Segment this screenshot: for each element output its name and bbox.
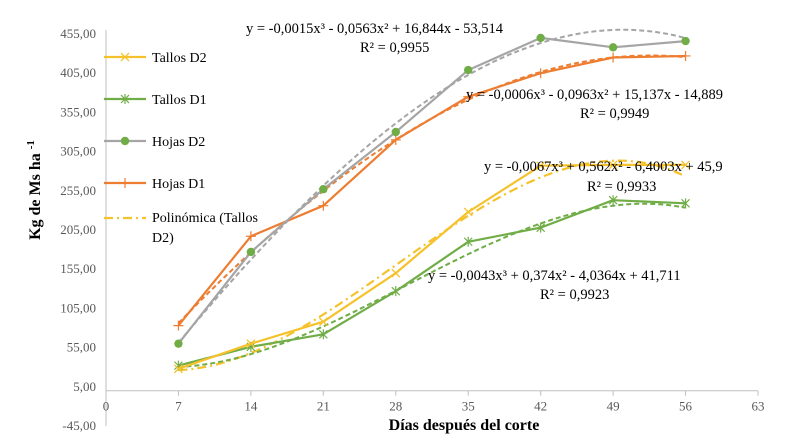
trendline-tallos-d2 xyxy=(178,159,687,372)
data-point-hojas-d1-4 xyxy=(463,91,474,102)
legend-label-polinomica-line2: D2) xyxy=(152,231,174,246)
series-line-hojas-d2 xyxy=(177,36,686,345)
y-tick-label-7: 305,00 xyxy=(60,144,96,159)
y-tick-label-5: 205,00 xyxy=(60,222,96,237)
data-point-tallos-d2-6 xyxy=(608,160,618,170)
axes xyxy=(105,30,758,426)
series-line-hojas-d1 xyxy=(177,54,686,327)
legend-label-polinomica: Polinómica (Tallos D2) xyxy=(152,211,261,246)
data-point-tallos-d2-1 xyxy=(246,339,256,349)
data-point-tallos-d1-5 xyxy=(536,222,546,233)
data-point-hojas-d1-6 xyxy=(608,52,619,63)
x-tick-label-7: 49 xyxy=(607,399,620,414)
r2-hojas-d2: R² = 0,9955 xyxy=(360,40,429,56)
y-tick-label-2: 55,00 xyxy=(67,340,96,355)
trendlines xyxy=(177,28,687,372)
data-point-hojas-d1-0 xyxy=(173,320,184,331)
data-point-tallos-d2-7 xyxy=(681,160,691,170)
data-point-hojas-d2-4 xyxy=(464,65,473,75)
legend-label-tallos-d1: Tallos D1 xyxy=(152,93,207,108)
x-tick-label-0: 0 xyxy=(103,399,110,414)
r2-tallos-d1: R² = 0,9923 xyxy=(540,287,609,303)
data-point-tallos-d2-3 xyxy=(391,268,401,278)
series-line-tallos-d1 xyxy=(178,199,686,367)
y-tick-label-6: 255,00 xyxy=(60,183,96,198)
legend-label-hojas-d1: Hojas D1 xyxy=(152,177,205,192)
y-tick-label-3: 105,00 xyxy=(60,300,96,315)
data-point-hojas-d1-3 xyxy=(390,134,401,145)
data-point-hojas-d2-2 xyxy=(319,185,328,194)
equation-tallos-d2: y = -0,0067x³ + 0,562x² - 6,4003x + 45,9 xyxy=(484,159,723,175)
y-axis-title: Kg de Ms ha -1 xyxy=(25,140,44,240)
legend-marker-hojas-d1 xyxy=(120,178,130,188)
legend-label-polinomica-line1: Polinómica (Tallos xyxy=(152,211,258,226)
equation-hojas-d1: y = -0,0006x³ - 0,0963x² + 15,137x - 14,… xyxy=(466,87,723,103)
y-tick-label-8: 355,00 xyxy=(60,104,96,119)
legend-marker-tallos-d1 xyxy=(120,94,130,104)
data-point-tallos-d1-4 xyxy=(463,236,473,247)
y-tick-label-10: 455,00 xyxy=(60,26,96,41)
data-point-hojas-d2-7 xyxy=(681,36,690,46)
x-tick-label-4: 28 xyxy=(389,399,402,414)
x-tick-label-5: 35 xyxy=(462,399,475,414)
trendline-hojas-d1 xyxy=(177,54,686,324)
y-axis-title-sup: -1 xyxy=(25,140,37,149)
data-point-tallos-d1-7 xyxy=(681,198,690,209)
data-point-tallos-d2-4 xyxy=(463,207,473,217)
r2-hojas-d1: R² = 0,9949 xyxy=(580,106,649,122)
series-line-tallos-d2 xyxy=(178,163,686,370)
r2-tallos-d2: R² = 0,9933 xyxy=(587,179,656,195)
x-tick-label-8: 56 xyxy=(679,399,693,414)
legend-label-tallos-d2: Tallos D2 xyxy=(152,51,207,66)
equation-tallos-d1: y = -0,0043x³ + 0,374x² - 4,0364x + 41,7… xyxy=(428,268,681,284)
x-tick-label-3: 21 xyxy=(317,399,330,414)
trendline-hojas-d2 xyxy=(177,28,686,344)
y-tick-label-4: 155,00 xyxy=(60,261,96,276)
data-point-hojas-d2-0 xyxy=(174,339,183,348)
data-point-hojas-d1-1 xyxy=(245,231,256,242)
x-axis-title: Días después del corte xyxy=(389,417,540,434)
data-point-hojas-d2-1 xyxy=(246,247,256,257)
x-tick-label-2: 14 xyxy=(244,399,258,414)
y-tick-label-1: 5,00 xyxy=(73,379,96,394)
data-point-tallos-d1-6 xyxy=(608,195,618,206)
y-tick-label-9: 405,00 xyxy=(60,65,96,80)
data-point-tallos-d1-3 xyxy=(391,286,401,297)
series xyxy=(173,33,691,374)
x-tick-label-1: 7 xyxy=(175,399,182,414)
data-point-tallos-d2-5 xyxy=(536,161,546,171)
legend: Tallos D2 Tallos D1 Hojas D2 Hojas D1 Po… xyxy=(104,51,261,246)
data-point-hojas-d1-5 xyxy=(535,68,546,79)
equation-annotations: y = -0,0015x³ - 0,0563x² + 16,844x - 53,… xyxy=(246,21,723,303)
legend-marker-hojas-d2 xyxy=(120,136,130,146)
data-point-hojas-d2-5 xyxy=(536,33,545,43)
equation-hojas-d2: y = -0,0015x³ - 0,0563x² + 16,844x - 53,… xyxy=(246,21,504,37)
x-axis-ticks: 0 7 14 21 28 35 42 49 56 63 xyxy=(103,390,765,414)
x-tick-label-9: 63 xyxy=(752,399,765,414)
trendline-tallos-d1 xyxy=(178,202,686,368)
legend-marker-tallos-d2 xyxy=(120,52,130,62)
data-point-hojas-d2-3 xyxy=(391,127,400,137)
y-tick-label-0: -45,00 xyxy=(62,418,96,433)
x-tick-label-6: 42 xyxy=(534,399,547,414)
data-point-hojas-d1-7 xyxy=(680,50,691,61)
data-point-hojas-d2-6 xyxy=(608,43,618,52)
y-axis-ticks: -45,00 5,00 55,00 105,00 155,00 205,00 255,00 3… xyxy=(60,26,96,433)
data-point-tallos-d1-2 xyxy=(318,329,328,340)
legend-label-hojas-d2: Hojas D2 xyxy=(152,135,205,150)
y-axis-title-main: Kg de Ms ha xyxy=(27,153,44,240)
data-point-tallos-d2-0 xyxy=(173,364,183,374)
data-point-tallos-d2-2 xyxy=(318,317,328,327)
data-point-hojas-d1-2 xyxy=(318,200,329,211)
